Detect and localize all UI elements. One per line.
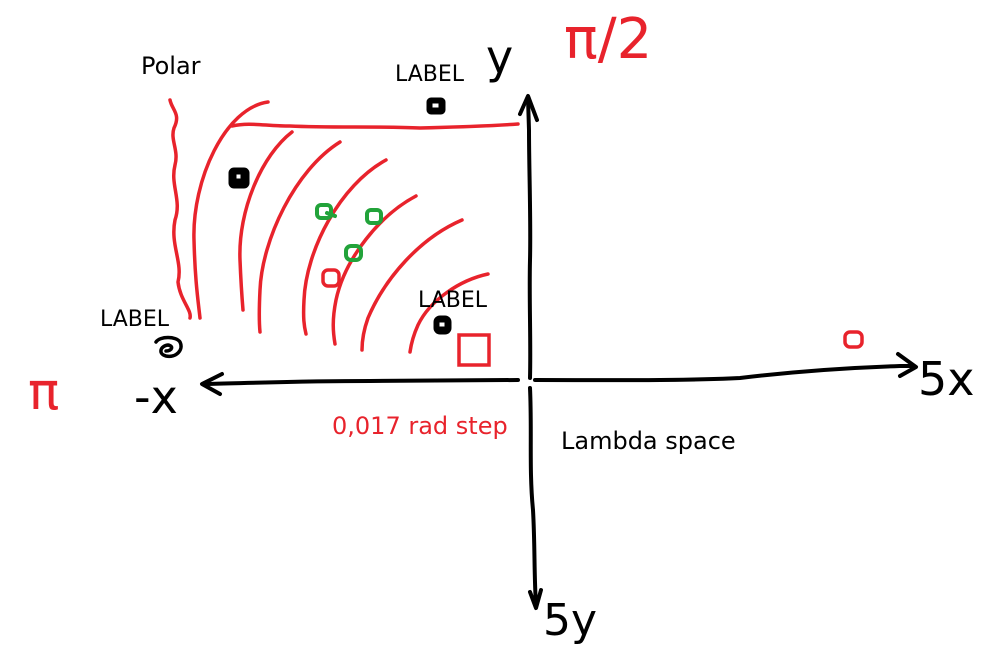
rad-step-label: 0,017 rad step: [332, 412, 508, 440]
polar-label: Polar: [141, 52, 201, 80]
red-point-right: [843, 330, 864, 349]
axis-neg-x-label: -x: [134, 370, 178, 424]
angle-pi-label: π: [28, 362, 60, 422]
green-point-3: [344, 244, 363, 262]
green-point-2: [365, 208, 383, 225]
top-boundary-line: [230, 122, 520, 130]
axes: [200, 94, 918, 610]
polar-arc-5: [331, 194, 418, 346]
polar-arc-6: [360, 218, 464, 352]
point-upper-left: [228, 167, 250, 189]
green-point-1: [315, 203, 333, 220]
black-points: [154, 97, 452, 359]
polar-arc-3: [257, 140, 342, 334]
red-points: [321, 268, 864, 367]
x-axis-right-line: [533, 364, 916, 383]
polar-arc-4: [301, 158, 388, 336]
x-axis-right-arrowhead: [896, 352, 918, 378]
red-point-small: [321, 268, 341, 288]
polar-arcs: [192, 100, 490, 354]
label-left: LABEL: [100, 307, 170, 332]
y-axis-up-line: [526, 96, 533, 380]
green-point-1-tail: [325, 211, 337, 218]
x-axis-left-arrowhead: [200, 372, 224, 396]
point-middle-label: [433, 315, 452, 335]
axis-5x-label: 5x: [918, 352, 975, 406]
polar-boundary: [168, 98, 520, 320]
axis-y-label: y: [486, 30, 514, 84]
polar-arc-2: [238, 130, 294, 312]
lambda-space-label: Lambda space: [561, 427, 736, 455]
polar-arc-1: [192, 100, 270, 320]
y-axis-down-line: [528, 386, 538, 607]
point-left-label: [154, 335, 183, 359]
y-axis-up-arrowhead: [518, 94, 539, 122]
point-top-label: [426, 97, 446, 115]
y-axis-down-arrowhead: [528, 588, 543, 610]
x-axis-left-line: [203, 378, 520, 386]
angle-pi-half-label: π/2: [564, 7, 653, 72]
label-middle: LABEL: [418, 288, 488, 313]
axis-5y-label: 5y: [543, 595, 598, 646]
polar-arc-7: [408, 272, 490, 354]
left-boundary-line: [168, 98, 192, 320]
label-top: LABEL: [395, 62, 465, 87]
red-square: [457, 333, 491, 367]
green-points: [315, 203, 383, 262]
